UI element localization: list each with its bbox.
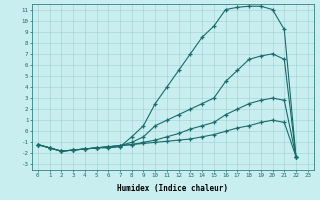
X-axis label: Humidex (Indice chaleur): Humidex (Indice chaleur) [117, 184, 228, 193]
